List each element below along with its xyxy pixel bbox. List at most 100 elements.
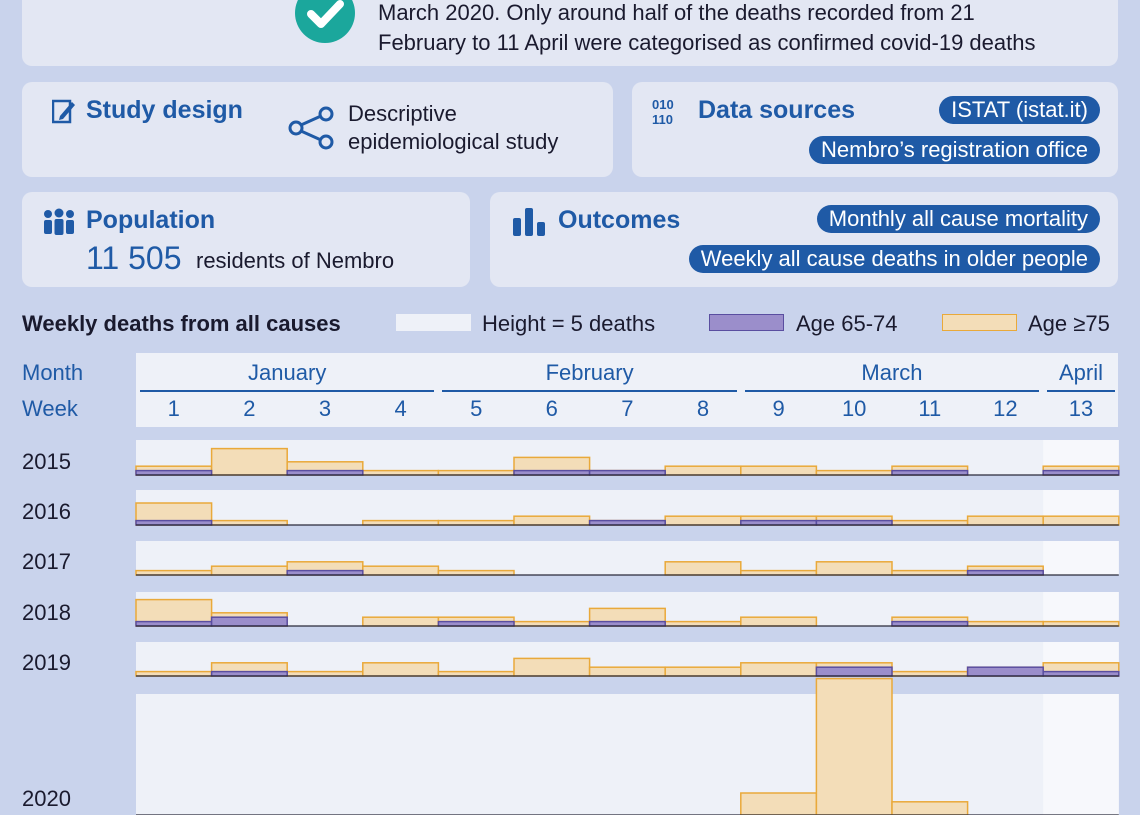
svg-text:010: 010 — [652, 97, 674, 112]
bar-age-65-74 — [210, 670, 288, 677]
bar-age-75-plus — [966, 515, 1044, 526]
bar-age-75-plus — [664, 515, 742, 526]
week-13-column — [1043, 592, 1119, 626]
bar-age-75-plus — [891, 616, 969, 627]
bar-age-75-plus — [664, 666, 742, 677]
bar-age-75-plus — [362, 469, 440, 476]
row-header-month: Month — [22, 360, 84, 385]
study-design-line1: Descriptive — [348, 101, 457, 126]
pencil-icon — [52, 99, 75, 124]
bar-age-75-plus — [362, 616, 440, 627]
week-13-column — [1043, 541, 1119, 575]
bar-age-65-74 — [286, 569, 364, 576]
bar-age-75-plus — [815, 469, 893, 476]
bar-age-65-74 — [135, 519, 213, 526]
bar-age-75-plus — [740, 662, 818, 677]
bar-age-75-plus — [437, 519, 515, 526]
week-label: 10 — [841, 396, 867, 421]
bar-age-65-74 — [1042, 469, 1120, 476]
bar-age-75-plus — [135, 670, 213, 677]
bar-age-75-plus — [135, 465, 213, 476]
bar-chart-icon — [513, 208, 545, 236]
chart-title: Weekly deaths from all causes — [22, 311, 341, 336]
bar-age-75-plus — [437, 569, 515, 576]
month-divider — [140, 390, 435, 392]
month-label: March — [861, 360, 923, 385]
bar-age-65-74 — [891, 469, 969, 476]
legend-age1-label: Age 65-74 — [796, 311, 898, 336]
bar-age-75-plus — [664, 561, 742, 576]
data-sources-card: 010 110 Data sources ISTAT (istat.it) Ne… — [632, 82, 1118, 177]
week-label: 8 — [696, 396, 710, 421]
bar-age-65-74 — [891, 620, 969, 627]
bar-age-75-plus — [437, 670, 515, 677]
bar-age-75-plus — [210, 447, 288, 476]
month-divider — [442, 390, 737, 392]
week-13-column — [1043, 490, 1119, 525]
week-label: 2 — [243, 396, 256, 421]
bar-age-75-plus — [815, 515, 893, 526]
bar-age-75-plus — [286, 561, 364, 576]
bar-age-75-plus — [286, 670, 364, 677]
study-design-title: Study design — [86, 96, 243, 124]
outcome-pill-monthly: Monthly all cause mortality — [816, 205, 1100, 233]
year-label: 2019 — [22, 650, 71, 675]
bar-age-75-plus — [1042, 662, 1120, 677]
week-13-column — [1043, 642, 1119, 676]
legend-height-swatch — [396, 314, 471, 331]
week-label: 1 — [167, 396, 180, 421]
year-row-background — [136, 541, 1119, 575]
legend-age1-swatch — [709, 314, 784, 331]
month-divider — [744, 390, 1040, 392]
summary-text-line1: March 2020. Only around half of the deat… — [378, 0, 975, 25]
binary-icon: 010 110 — [652, 97, 674, 126]
bar-age-65-74 — [286, 469, 364, 476]
bar-age-65-74 — [1042, 670, 1120, 677]
year-label: 2015 — [22, 449, 71, 474]
bar-age-75-plus — [1042, 465, 1120, 476]
data-source-pill-registration: Nembro’s registration office — [809, 136, 1100, 164]
row-header-week: Week — [22, 396, 78, 421]
people-icon — [44, 208, 74, 235]
bar-age-75-plus — [210, 662, 288, 677]
population-title: Population — [86, 206, 216, 234]
bar-age-75-plus — [664, 620, 742, 627]
bar-age-65-74 — [815, 666, 893, 677]
month-label: April — [1058, 360, 1103, 385]
bar-age-75-plus — [210, 519, 288, 526]
data-source-pill-istat: ISTAT (istat.it) — [939, 96, 1100, 124]
bar-age-65-74 — [437, 620, 515, 627]
bar-age-65-74 — [815, 519, 893, 526]
bar-age-75-plus — [513, 620, 591, 627]
week-label: 5 — [470, 396, 483, 421]
year-label: 2018 — [22, 600, 71, 625]
bar-age-75-plus — [740, 616, 818, 627]
bar-age-75-plus — [362, 519, 440, 526]
bar-age-75-plus — [588, 469, 666, 476]
bar-age-75-plus — [966, 620, 1044, 627]
bar-age-75-plus — [815, 677, 893, 815]
bar-age-75-plus — [210, 612, 288, 627]
bar-age-75-plus — [891, 465, 969, 476]
study-design-card: Study design Descriptive epidemiological… — [22, 82, 613, 177]
bar-age-65-74 — [588, 519, 666, 526]
population-card: Population 11 505 residents of Nembro — [22, 192, 470, 287]
study-design-line2: epidemiological study — [348, 129, 559, 154]
year-row-background — [136, 490, 1119, 525]
bar-age-75-plus — [513, 515, 591, 526]
bar-age-75-plus — [588, 519, 666, 526]
week-label: 13 — [1068, 396, 1094, 421]
month-label: February — [545, 360, 634, 385]
bar-age-75-plus — [740, 515, 818, 526]
bar-age-65-74 — [513, 469, 591, 476]
bar-age-65-74 — [588, 620, 666, 627]
outcomes-title: Outcomes — [558, 206, 681, 234]
week-label: 4 — [394, 396, 407, 421]
legend-age2-swatch — [942, 314, 1017, 331]
bar-age-75-plus — [740, 465, 818, 476]
legend-age2-label: Age ≥75 — [1028, 311, 1110, 336]
bar-age-65-74 — [588, 469, 666, 476]
bar-age-65-74 — [966, 666, 1044, 677]
bar-age-75-plus — [1042, 515, 1120, 526]
bar-age-75-plus — [286, 461, 364, 476]
